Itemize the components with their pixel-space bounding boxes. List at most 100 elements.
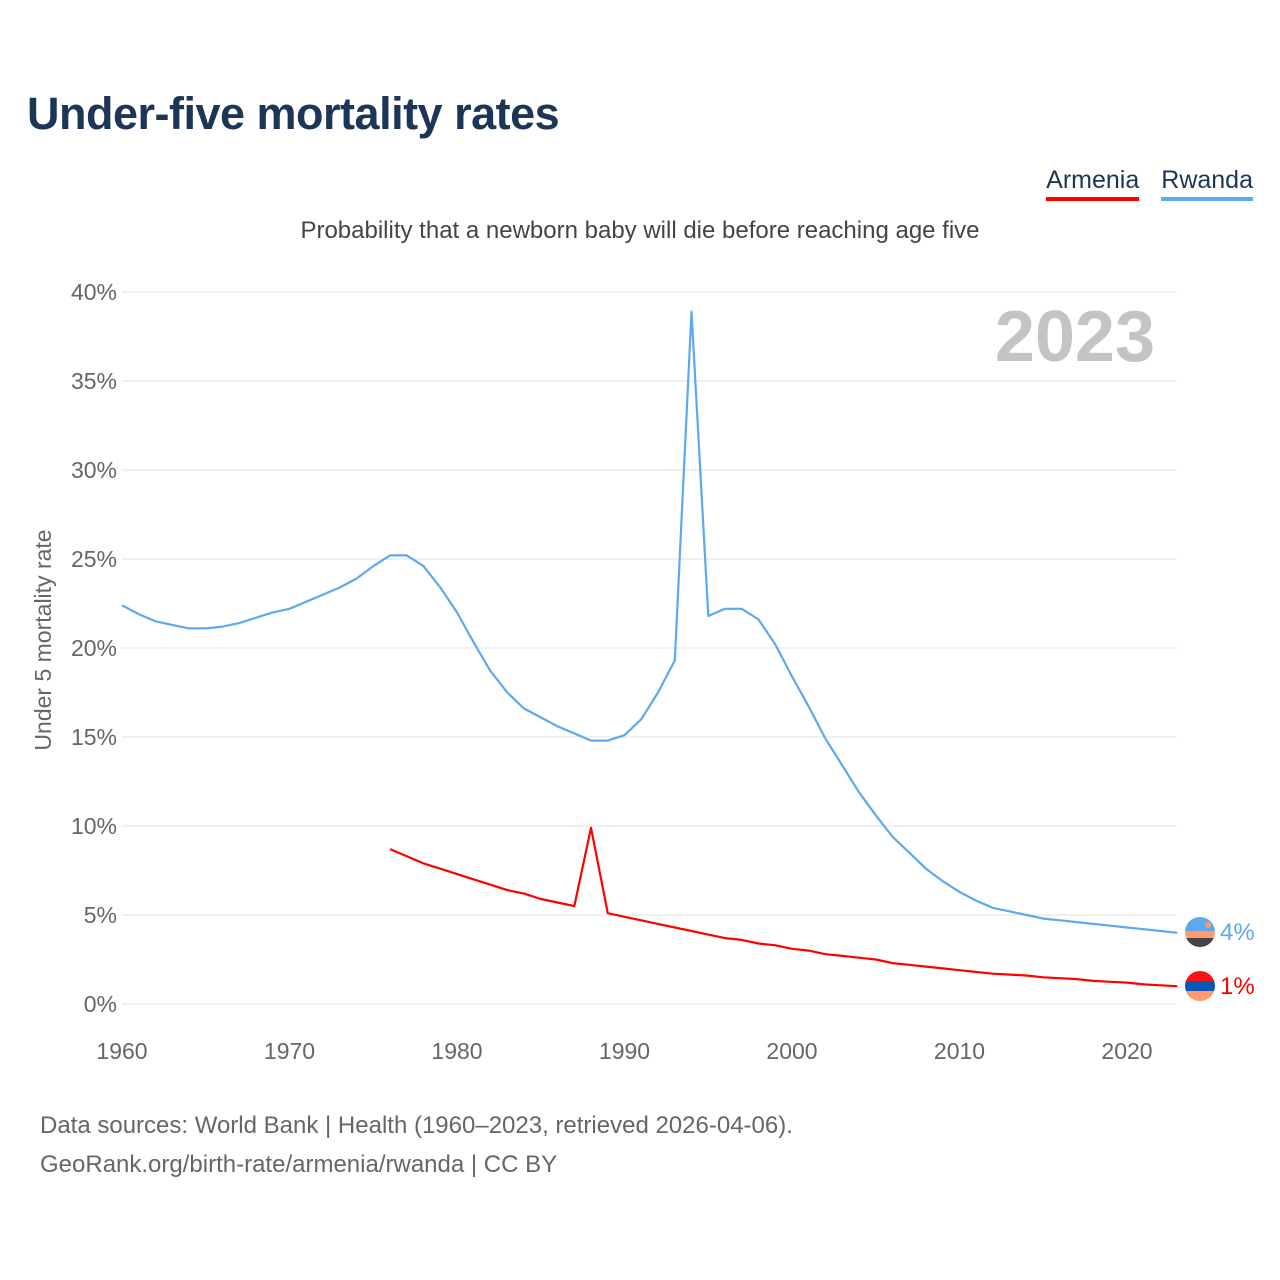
rwanda-data-point[interactable] bbox=[1057, 917, 1063, 923]
armenia-data-point[interactable] bbox=[823, 951, 829, 957]
rwanda-data-point[interactable] bbox=[504, 690, 510, 696]
rwanda-data-point[interactable] bbox=[1158, 928, 1164, 934]
rwanda-data-point[interactable] bbox=[354, 576, 360, 582]
armenia-data-point[interactable] bbox=[437, 866, 443, 872]
rwanda-data-point[interactable] bbox=[756, 617, 762, 623]
armenia-data-point[interactable] bbox=[990, 971, 996, 977]
armenia-data-point[interactable] bbox=[1141, 981, 1147, 987]
rwanda-data-point[interactable] bbox=[1074, 919, 1080, 925]
rwanda-data-point[interactable] bbox=[236, 620, 242, 626]
rwanda-data-point[interactable] bbox=[169, 622, 175, 628]
armenia-data-point[interactable] bbox=[504, 887, 510, 893]
rwanda-data-point[interactable] bbox=[387, 552, 393, 558]
armenia-data-point[interactable] bbox=[1074, 976, 1080, 982]
armenia-data-point[interactable] bbox=[1107, 979, 1113, 985]
rwanda-data-point[interactable] bbox=[555, 723, 561, 729]
armenia-data-point[interactable] bbox=[1024, 973, 1030, 979]
armenia-data-point[interactable] bbox=[1057, 975, 1063, 981]
armenia-data-point[interactable] bbox=[806, 948, 812, 954]
armenia-data-point[interactable] bbox=[722, 935, 728, 941]
armenia-data-point[interactable] bbox=[605, 910, 611, 916]
rwanda-data-point[interactable] bbox=[622, 732, 628, 738]
rwanda-data-point[interactable] bbox=[806, 704, 812, 710]
armenia-data-point[interactable] bbox=[655, 921, 661, 927]
rwanda-data-point[interactable] bbox=[722, 606, 728, 612]
rwanda-data-point[interactable] bbox=[471, 640, 477, 646]
rwanda-data-point[interactable] bbox=[856, 789, 862, 795]
rwanda-data-point[interactable] bbox=[370, 563, 376, 569]
rwanda-data-point[interactable] bbox=[990, 905, 996, 911]
rwanda-data-point[interactable] bbox=[906, 850, 912, 856]
armenia-data-point[interactable] bbox=[588, 825, 594, 831]
armenia-data-point[interactable] bbox=[555, 900, 561, 906]
rwanda-data-point[interactable] bbox=[1024, 912, 1030, 918]
armenia-data-point[interactable] bbox=[571, 903, 577, 909]
legend-item-armenia[interactable]: Armenia bbox=[1046, 166, 1140, 201]
armenia-data-point[interactable] bbox=[1158, 982, 1164, 988]
rwanda-data-point[interactable] bbox=[337, 584, 343, 590]
armenia-data-point[interactable] bbox=[1040, 974, 1046, 980]
armenia-data-point[interactable] bbox=[957, 967, 963, 973]
legend-item-rwanda[interactable]: Rwanda bbox=[1161, 166, 1253, 201]
armenia-data-point[interactable] bbox=[923, 964, 929, 970]
rwanda-data-point[interactable] bbox=[437, 584, 443, 590]
rwanda-data-point[interactable] bbox=[454, 609, 460, 615]
armenia-data-point[interactable] bbox=[672, 924, 678, 930]
armenia-data-point[interactable] bbox=[839, 953, 845, 959]
rwanda-data-point[interactable] bbox=[186, 625, 192, 631]
rwanda-data-point[interactable] bbox=[672, 657, 678, 663]
rwanda-data-point[interactable] bbox=[1040, 916, 1046, 922]
armenia-data-point[interactable] bbox=[1007, 972, 1013, 978]
armenia-data-point[interactable] bbox=[940, 965, 946, 971]
armenia-data-point[interactable] bbox=[488, 882, 494, 888]
armenia-data-point[interactable] bbox=[1124, 980, 1130, 986]
rwanda-data-point[interactable] bbox=[1007, 908, 1013, 914]
rwanda-data-point[interactable] bbox=[605, 738, 611, 744]
rwanda-data-point[interactable] bbox=[739, 606, 745, 612]
rwanda-data-point[interactable] bbox=[689, 309, 695, 315]
rwanda-data-point[interactable] bbox=[940, 878, 946, 884]
rwanda-data-point[interactable] bbox=[538, 714, 544, 720]
rwanda-data-point[interactable] bbox=[220, 624, 226, 630]
armenia-data-point[interactable] bbox=[873, 957, 879, 963]
rwanda-data-point[interactable] bbox=[253, 615, 259, 621]
armenia-data-point[interactable] bbox=[1174, 983, 1180, 989]
rwanda-data-point[interactable] bbox=[1141, 926, 1147, 932]
armenia-data-point[interactable] bbox=[856, 955, 862, 961]
rwanda-data-point[interactable] bbox=[287, 606, 293, 612]
armenia-data-point[interactable] bbox=[705, 932, 711, 938]
armenia-line[interactable] bbox=[389, 826, 1178, 988]
armenia-data-point[interactable] bbox=[973, 969, 979, 975]
rwanda-data-point[interactable] bbox=[320, 592, 326, 598]
rwanda-data-point[interactable] bbox=[404, 552, 410, 558]
armenia-data-point[interactable] bbox=[454, 871, 460, 877]
armenia-data-point[interactable] bbox=[538, 896, 544, 902]
armenia-data-point[interactable] bbox=[521, 891, 527, 897]
rwanda-data-point[interactable] bbox=[638, 716, 644, 722]
rwanda-data-point[interactable] bbox=[923, 866, 929, 872]
rwanda-data-point[interactable] bbox=[1107, 923, 1113, 929]
rwanda-data-point[interactable] bbox=[303, 599, 309, 605]
rwanda-data-point[interactable] bbox=[421, 563, 427, 569]
rwanda-data-point[interactable] bbox=[588, 738, 594, 744]
rwanda-data-point[interactable] bbox=[1124, 924, 1130, 930]
rwanda-data-point[interactable] bbox=[136, 611, 142, 617]
armenia-data-point[interactable] bbox=[772, 942, 778, 948]
rwanda-data-point[interactable] bbox=[873, 812, 879, 818]
rwanda-data-point[interactable] bbox=[655, 690, 661, 696]
rwanda-data-point[interactable] bbox=[705, 613, 711, 619]
rwanda-data-point[interactable] bbox=[890, 834, 896, 840]
rwanda-data-point[interactable] bbox=[153, 618, 159, 624]
rwanda-data-point[interactable] bbox=[521, 706, 527, 712]
armenia-data-point[interactable] bbox=[689, 928, 695, 934]
armenia-data-point[interactable] bbox=[404, 853, 410, 859]
armenia-data-point[interactable] bbox=[387, 846, 393, 852]
armenia-data-point[interactable] bbox=[471, 876, 477, 882]
rwanda-data-point[interactable] bbox=[789, 673, 795, 679]
armenia-data-point[interactable] bbox=[1091, 978, 1097, 984]
armenia-data-point[interactable] bbox=[906, 962, 912, 968]
rwanda-data-point[interactable] bbox=[203, 625, 209, 631]
rwanda-data-point[interactable] bbox=[973, 898, 979, 904]
rwanda-data-point[interactable] bbox=[1091, 921, 1097, 927]
armenia-data-point[interactable] bbox=[638, 917, 644, 923]
